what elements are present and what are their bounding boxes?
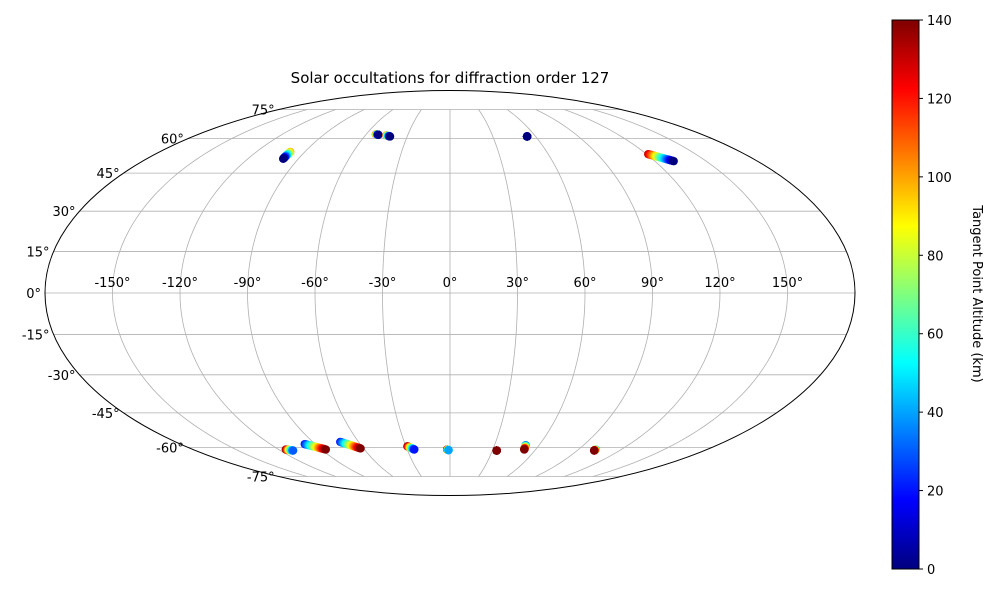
meridian-line — [564, 109, 721, 477]
colorbar-tick-label: 20 — [927, 485, 944, 500]
meridian-line — [247, 109, 365, 477]
lat-tick-label: 45° — [97, 167, 120, 182]
meridian-line — [506, 109, 586, 477]
lat-tick-label: -60° — [156, 441, 184, 456]
colorbar-tick-label: 40 — [927, 406, 944, 421]
colorbar-tick-label: 60 — [927, 328, 944, 343]
lat-tick-label: 15° — [27, 246, 50, 261]
data-point — [410, 445, 419, 454]
meridian-line — [112, 109, 308, 477]
lat-tick-label: 60° — [161, 133, 184, 148]
colorbar-tick-label: 140 — [927, 14, 952, 29]
lon-tick-label: -90° — [234, 276, 262, 291]
data-point — [669, 156, 678, 166]
lon-tick-label: -120° — [162, 276, 198, 291]
colorbar-tick-label: 80 — [927, 249, 944, 264]
colorbar-gradient — [891, 19, 920, 570]
chart-title: Solar occultations for diffraction order… — [291, 69, 610, 87]
lat-tick-label: 30° — [52, 205, 75, 220]
lon-tick-label: 90° — [641, 276, 664, 291]
meridian-line — [314, 109, 394, 477]
lat-tick-label: 0° — [26, 287, 41, 302]
lon-tick-label: -60° — [301, 276, 329, 291]
data-point — [385, 132, 395, 141]
data-point — [288, 446, 298, 455]
meridian-line — [592, 109, 788, 477]
data-point — [522, 132, 532, 141]
latitude-tick-labels: 75° 60° 45° 30° 15° 0° -15° -30° -45° -60° -75° — [22, 104, 275, 486]
data-point — [356, 444, 365, 453]
occultation-points — [278, 130, 678, 455]
meridian-line — [535, 109, 653, 477]
colorbar-tick-label: 0 — [927, 563, 935, 578]
lat-tick-label: 75° — [252, 104, 275, 119]
colorbar: 0 20 40 60 80 100 120 140 Tangent Point Altitud… — [891, 14, 984, 578]
graticule — [45, 109, 855, 477]
lon-tick-label: -30° — [369, 276, 397, 291]
colorbar-tick-label: 100 — [927, 171, 952, 186]
lon-tick-label: 60° — [573, 276, 596, 291]
map-boundary — [44, 90, 856, 496]
lon-tick-label: 120° — [704, 276, 735, 291]
lon-tick-label: 150° — [772, 276, 803, 291]
colorbar-tick-labels: 0 20 40 60 80 100 120 140 — [919, 14, 952, 578]
lat-tick-label: -75° — [247, 470, 275, 485]
lon-tick-label: -150° — [94, 276, 130, 291]
data-point — [444, 445, 453, 455]
lon-tick-label: 0° — [443, 276, 458, 291]
data-point — [589, 446, 599, 455]
data-point — [374, 130, 383, 139]
meridian-line — [382, 109, 422, 477]
lon-tick-label: 30° — [506, 276, 529, 291]
longitude-tick-labels: -150° -120° -90° -60° -30° 0° 30° 60° 90° 120° 150… — [94, 276, 803, 291]
data-point — [492, 446, 501, 455]
colorbar-tick-label: 120 — [927, 92, 952, 107]
colorbar-label: Tangent Point Altitude (km) — [969, 204, 984, 382]
data-point — [278, 154, 288, 163]
data-point — [520, 445, 529, 454]
lat-tick-label: -15° — [22, 328, 50, 343]
meridian-line — [179, 109, 336, 477]
data-point — [321, 445, 330, 454]
lat-tick-label: -45° — [92, 407, 120, 422]
lat-tick-label: -30° — [48, 369, 76, 384]
meridian-line — [478, 109, 518, 477]
